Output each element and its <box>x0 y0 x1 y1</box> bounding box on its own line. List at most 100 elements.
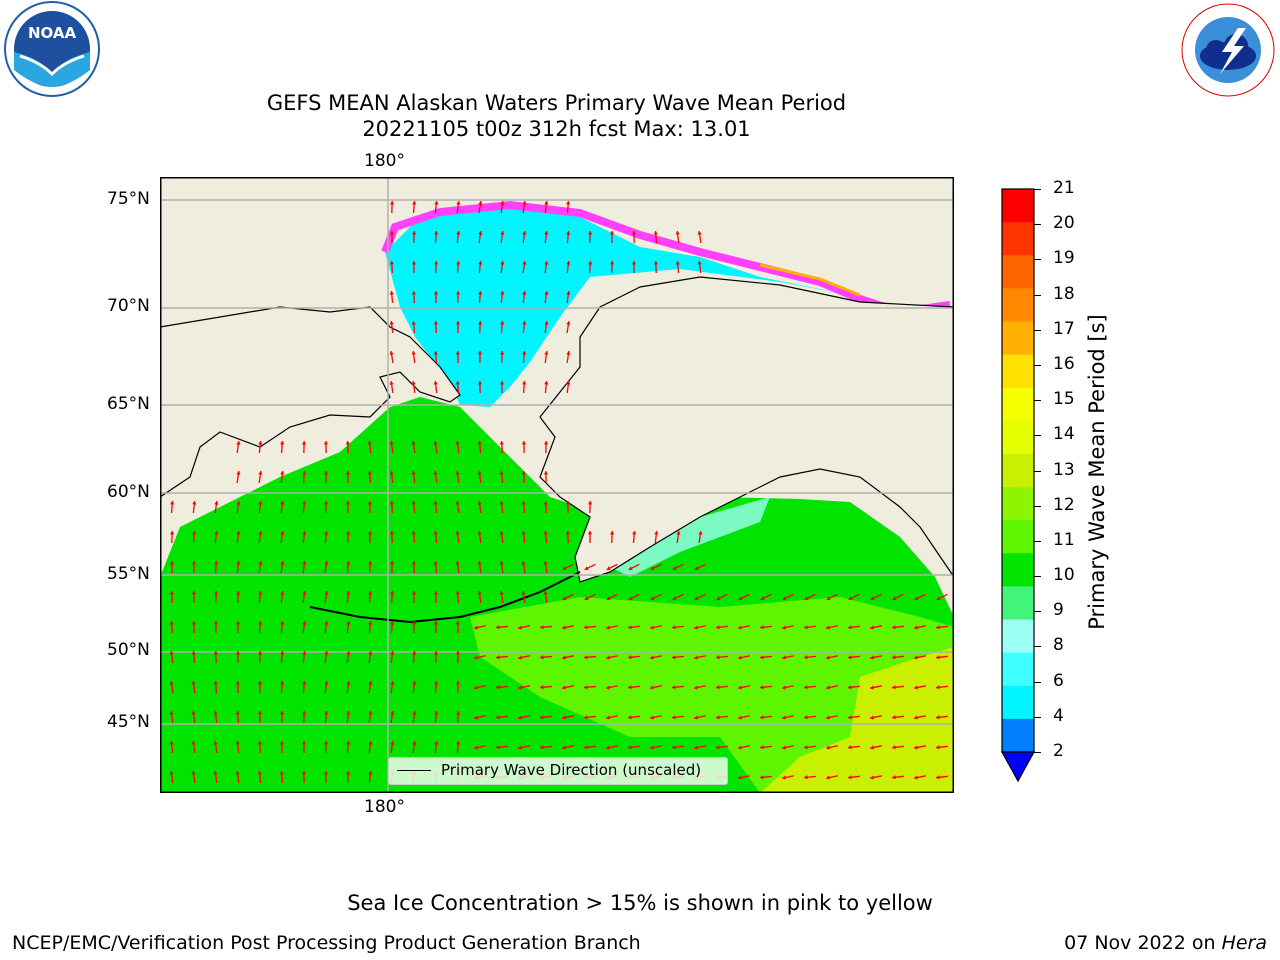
wave-arrow-head <box>628 685 632 690</box>
colorbar-tick-mark <box>1034 505 1041 507</box>
wave-arrow-head <box>235 621 241 625</box>
wave-arrow-head <box>848 715 852 720</box>
wave-arrow-head <box>191 771 196 775</box>
wave-arrow-head <box>782 655 786 660</box>
wave-arrow-head <box>804 715 808 720</box>
wave-arrow-head <box>782 775 786 780</box>
wave-arrow-head <box>914 596 919 601</box>
colorbar-tick-label: 16 <box>1053 353 1075 374</box>
wave-arrow-head <box>214 531 219 535</box>
wave-arrow-head <box>477 561 482 565</box>
wave-arrow-head <box>323 441 329 445</box>
wave-arrow-head <box>499 471 504 475</box>
wave-arrow-head <box>478 201 483 205</box>
wave-arrow-head <box>169 681 174 685</box>
wave-arrow-head <box>870 596 875 601</box>
wave-arrow-head <box>606 715 610 720</box>
wave-arrow-head <box>628 745 632 750</box>
wave-arrow-head <box>804 685 808 690</box>
wave-arrow-head <box>609 531 615 535</box>
wave-arrow-head <box>213 621 219 625</box>
wave-arrow-head <box>389 471 394 475</box>
wave-arrow-head <box>478 291 483 295</box>
plot-title-line1: GEFS MEAN Alaskan Waters Primary Wave Me… <box>266 91 847 115</box>
wave-arrow-head <box>412 651 417 655</box>
wave-arrow-head <box>411 621 417 625</box>
wave-arrow-head <box>170 501 175 505</box>
gulf-pale-band <box>610 497 770 577</box>
wave-arrow-head <box>587 531 593 535</box>
wave-arrow-head <box>346 741 351 745</box>
wave-period-map <box>160 177 954 793</box>
wave-arrow-head <box>411 501 416 505</box>
wave-arrow-head <box>257 771 262 775</box>
wave-arrow-head <box>518 685 522 690</box>
wave-arrow-head <box>499 531 504 535</box>
wave-arrow-head <box>368 591 373 595</box>
sea-ice-note: Sea Ice Concentration > 15% is shown in … <box>347 891 933 915</box>
colorbar-segment <box>1002 619 1034 654</box>
wave-arrow-head <box>474 625 478 630</box>
wave-arrow-head <box>346 651 351 655</box>
wave-arrow-head <box>892 596 897 601</box>
wave-arrow-head <box>191 621 197 625</box>
wave-arrow-head <box>606 745 610 750</box>
wave-arrow-head <box>500 261 505 265</box>
legend-line-sample <box>397 770 431 771</box>
wave-arrow-head <box>258 591 263 595</box>
colorbar-segment <box>1002 586 1034 621</box>
wave-arrow-head <box>543 561 548 565</box>
wave-arrow-head <box>628 625 632 630</box>
wave-arrow-head <box>716 685 720 690</box>
wave-arrow-head <box>675 261 680 265</box>
wave-arrow-head <box>522 231 527 235</box>
wave-arrow-head <box>433 621 439 625</box>
wave-arrow-head <box>694 715 698 720</box>
lat-label-50: 50°N <box>107 640 150 660</box>
wave-arrow-head <box>346 531 351 535</box>
wave-arrow-head <box>411 381 416 385</box>
wave-arrow-head <box>345 471 351 475</box>
colorbar-segment <box>1002 387 1034 422</box>
colorbar-segment <box>1002 354 1034 389</box>
wave-arrow-head <box>672 745 676 750</box>
colorbar-tick-label: 6 <box>1053 670 1064 691</box>
wave-arrow-head <box>411 351 416 355</box>
wave-arrow-head <box>324 711 329 715</box>
wave-arrow-head <box>500 231 505 235</box>
wave-arrow-head <box>804 596 809 601</box>
wave-arrow-head <box>280 501 285 505</box>
wave-arrow-head <box>562 566 567 571</box>
wave-arrow-head <box>672 715 676 720</box>
wave-arrow-head <box>804 655 808 660</box>
wave-arrow-head <box>543 591 548 595</box>
wave-arrow-head <box>544 351 549 355</box>
wave-arrow-head <box>346 711 351 715</box>
wave-arrow-head <box>433 651 439 655</box>
wave-arrow-head <box>280 471 285 475</box>
wave-arrow-head <box>477 471 482 475</box>
wave-arrow-head <box>302 651 307 655</box>
colorbar-segment <box>1002 288 1034 322</box>
wave-arrow-head <box>474 745 478 750</box>
wave-arrow-head <box>738 685 742 690</box>
wave-arrow-head <box>367 441 372 445</box>
wave-arrow-head <box>518 625 522 630</box>
colorbar-segment <box>1002 222 1034 256</box>
colorbar-tick-label: 17 <box>1053 318 1075 339</box>
branch-credit: NCEP/EMC/Verification Post Processing Pr… <box>12 932 641 954</box>
wave-arrow-head <box>738 775 742 780</box>
wave-arrow-head <box>346 591 351 595</box>
wave-arrow-head <box>302 531 307 535</box>
colorbar-segment <box>1002 685 1034 720</box>
wave-arrow-head <box>653 231 658 235</box>
wave-arrow-head <box>236 441 241 445</box>
wave-arrow-head <box>280 531 285 535</box>
wave-arrow-head <box>455 681 461 685</box>
wave-arrow-head <box>389 261 395 265</box>
colorbar-tick-label: 13 <box>1053 459 1075 480</box>
colorbar-segment <box>1002 189 1034 223</box>
colorbar-tick-mark <box>1034 716 1041 718</box>
wave-arrow-head <box>301 741 307 745</box>
wave-arrow-head <box>521 501 526 505</box>
